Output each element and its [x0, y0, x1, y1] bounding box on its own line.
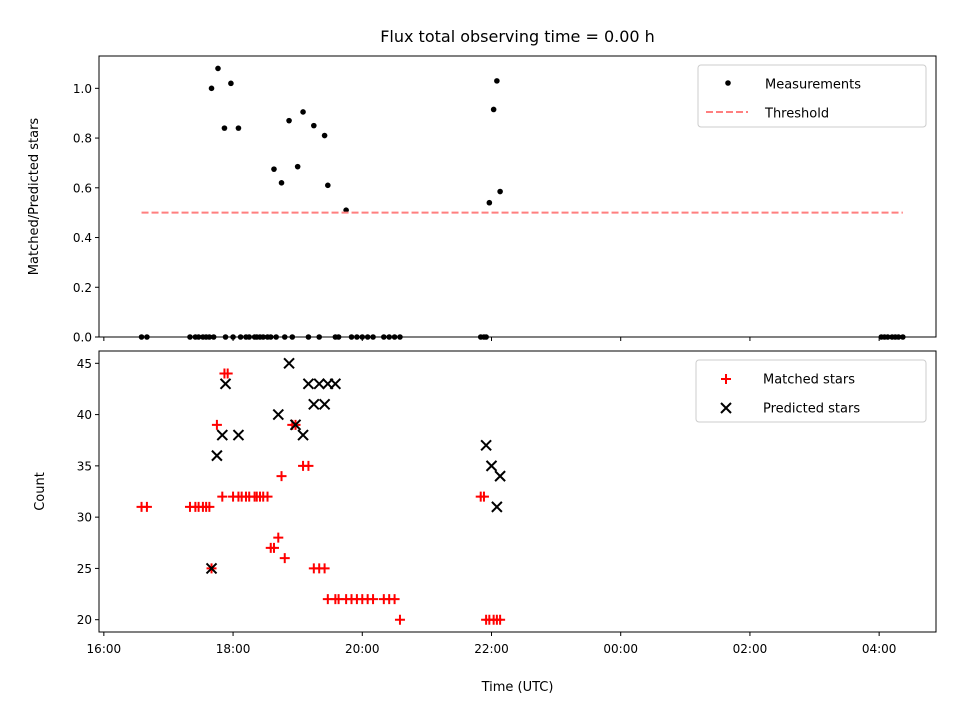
matched-stars-marker [276, 471, 287, 482]
predicted-stars-marker [313, 378, 325, 390]
measurements-point [271, 166, 277, 172]
panel2-ytick-label: 35 [77, 459, 92, 473]
xtick-label: 00:00 [603, 642, 638, 656]
measurements-point [278, 180, 285, 186]
measurements-point [228, 80, 234, 87]
legend-predicted-stars-swatch [720, 402, 732, 414]
panel1-ytick-label: 1.0 [73, 82, 92, 96]
predicted-stars-marker [216, 429, 229, 441]
matched-stars-marker [211, 419, 222, 430]
matched-stars-marker [319, 563, 330, 574]
panel2-axes-frame [98, 350, 937, 633]
measurements-point [343, 207, 349, 213]
panel1-axes-frame [98, 55, 937, 338]
legend-measurements-swatch [725, 80, 731, 86]
predicted-stars-marker [302, 378, 315, 390]
predicted-stars-marker [494, 470, 506, 482]
panel2-legend [695, 359, 927, 423]
panel2-ytick-label: 45 [77, 357, 92, 371]
matched-stars-marker [217, 491, 228, 502]
matched-stars-marker [495, 614, 506, 625]
measurements-point [286, 117, 292, 124]
panel2-ytick-label: 20 [77, 613, 92, 627]
xtick-label: 20:00 [345, 642, 380, 656]
matched-stars-marker [303, 460, 314, 471]
measurements-point [497, 188, 503, 195]
predicted-stars-marker [232, 429, 245, 441]
matched-stars-marker [389, 594, 400, 605]
measurements-point [294, 163, 301, 170]
panel1-legend [697, 64, 927, 128]
panel1-ytick-label: 0.0 [73, 331, 92, 345]
xlabel: Time (UTC) [481, 680, 554, 695]
predicted-stars-marker [289, 419, 302, 431]
measurements-point [235, 125, 242, 131]
measurements-point [311, 122, 317, 129]
predicted-stars-marker [485, 460, 498, 472]
predicted-stars-marker [272, 408, 284, 421]
matched-stars-marker [141, 501, 152, 512]
measurements-point [208, 85, 215, 92]
measurements-point [325, 182, 331, 189]
chart-title: Flux total observing time = 0.00 h [380, 27, 655, 46]
xtick-label: 16:00 [87, 642, 122, 656]
matched-stars-marker [394, 614, 405, 625]
panel1-ytick-label: 0.8 [73, 132, 92, 146]
predicted-stars-marker [283, 357, 295, 370]
predicted-stars-marker [297, 429, 309, 441]
panel1-ylabel: Matched/Predicted stars [27, 118, 42, 276]
matched-stars-marker [204, 501, 215, 512]
panel2-ytick-label: 25 [77, 562, 92, 576]
measurements-point [321, 132, 328, 139]
matched-stars-marker [478, 491, 489, 502]
panel1-ytick-label: 0.6 [73, 181, 92, 195]
legend-measurements-label: Measurements [765, 78, 861, 93]
predicted-stars-marker [219, 378, 232, 390]
matched-stars-marker [262, 491, 273, 502]
measurements-point [221, 125, 228, 131]
xtick-label: 04:00 [862, 642, 897, 656]
measurements-point [490, 106, 497, 113]
predicted-stars-marker [308, 398, 320, 411]
panel2-ytick-label: 40 [77, 408, 92, 422]
matched-stars-marker [368, 594, 379, 605]
legend-predicted-stars-label: Predicted stars [763, 402, 860, 417]
xtick-label: 18:00 [216, 642, 251, 656]
panel2-ytick-label: 30 [77, 511, 92, 525]
panel1-ytick-label: 0.4 [73, 231, 92, 245]
matched-stars-marker [279, 553, 290, 564]
panel2-ylabel: Count [33, 472, 48, 511]
xtick-label: 02:00 [733, 642, 768, 656]
measurements-point [494, 78, 500, 84]
legend-matched-stars-label: Matched stars [763, 373, 855, 388]
predicted-stars-marker [205, 562, 218, 575]
matched-stars-marker [268, 542, 279, 553]
predicted-stars-marker [211, 449, 223, 462]
matched-stars-marker [222, 368, 233, 379]
predicted-stars-marker [318, 398, 331, 411]
measurements-point [215, 65, 221, 72]
predicted-stars-marker [329, 378, 342, 390]
xtick-label: 22:00 [474, 642, 509, 656]
legend-matched-stars-swatch [721, 374, 731, 384]
matched-stars-marker [273, 532, 284, 543]
legend-threshold-label: Threshold [764, 107, 829, 122]
panel1-ytick-label: 0.2 [73, 281, 92, 295]
predicted-stars-marker [491, 501, 503, 513]
measurements-point [486, 199, 493, 206]
measurements-point [300, 109, 306, 115]
predicted-stars-marker [480, 439, 492, 452]
